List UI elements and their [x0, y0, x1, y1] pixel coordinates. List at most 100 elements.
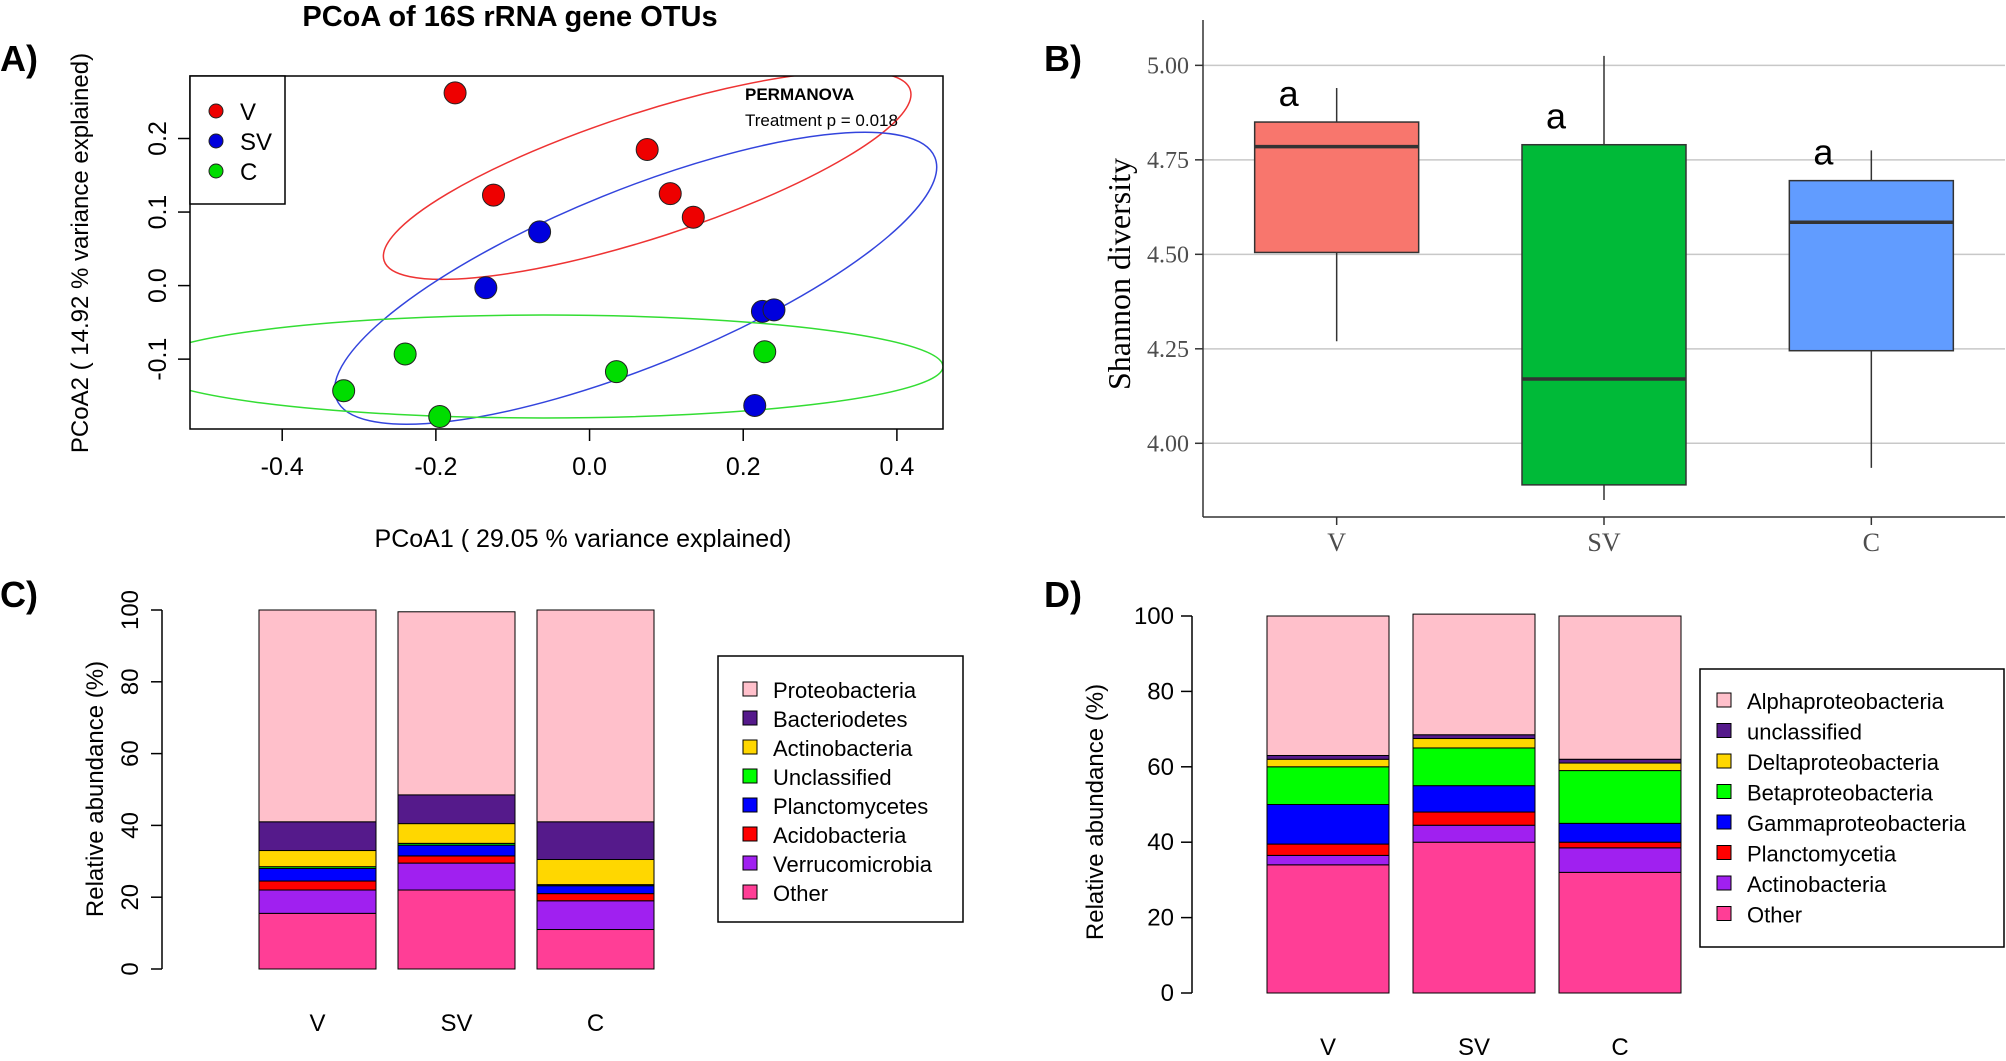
legend-swatch-other: [742, 884, 758, 900]
bar-segment-alphaproteobacteria: [1266, 615, 1390, 756]
y-tick-label: 0.1: [144, 195, 172, 230]
bar-group-c: [258, 609, 655, 970]
y-tick-label: 0.0: [144, 268, 172, 303]
legend-label-actinobacteria: Actinobacteria: [773, 736, 913, 761]
point-c: [604, 360, 628, 384]
bar-segment-betaproteobacteria: [1266, 766, 1390, 805]
x-tick-label: 0.0: [572, 453, 607, 481]
bar-segment-proteobacteria: [258, 609, 377, 823]
panel-a-label: A): [0, 38, 38, 79]
point-v: [681, 205, 705, 229]
legend-label-deltaproteobacteria: Deltaproteobacteria: [1747, 750, 1940, 775]
x-axis-c: V SV C: [309, 1010, 604, 1037]
point-group: [332, 81, 786, 428]
bar-segment-acidobacteria: [258, 880, 377, 891]
bar-segment-verrucomicrobia: [258, 889, 377, 914]
bar-segment-deltaproteobacteria: [1266, 758, 1390, 768]
legend-label-unclassified: Unclassified: [773, 765, 892, 790]
legend-label-sv: SV: [240, 129, 272, 156]
bar-segment-actinobacteria: [536, 859, 655, 886]
bar-segment-gammaproteobacteria: [1558, 822, 1682, 843]
bar-segment-acidobacteria: [536, 893, 655, 902]
legend-marker-sv: [208, 133, 224, 149]
bar-segment-alphaproteobacteria: [1412, 613, 1536, 736]
box-c: [1788, 179, 1955, 352]
bar-segment-alphaproteobacteria: [1558, 615, 1682, 760]
bar-segment-bacteriodetes: [536, 821, 655, 861]
legend-label-betaproteobacteria: Betaproteobacteria: [1747, 781, 1934, 806]
y-tick-label: 60: [1147, 754, 1174, 781]
x-tick-label: 0.4: [880, 453, 915, 481]
x-tick-label: SV: [1587, 528, 1620, 557]
bar-segment-other: [1412, 841, 1536, 994]
legend-swatch-alphaproteobacteria: [1716, 692, 1732, 708]
x-tick-label: -0.2: [414, 453, 457, 481]
legend-swatch-proteobacteria: [742, 681, 758, 697]
significance-letter: a: [1813, 132, 1834, 173]
box-sv: [1521, 143, 1687, 486]
panel-b-boxplot: B) a a a 4.00 4.25 4.50 4.75 5.00 V SV C Shannon…: [1044, 20, 2005, 557]
bar-segment-betaproteobacteria: [1558, 770, 1682, 824]
bar-segment-actinobacteria: [397, 823, 516, 844]
x-tick-label: C: [1863, 528, 1880, 557]
x-tick-label: -0.4: [261, 453, 304, 481]
bar-segment-unclassified: [1412, 734, 1536, 740]
y-tick-label: -0.1: [144, 338, 172, 381]
x-axis-label-a: PCoA1 ( 29.05 % variance explained): [375, 525, 792, 553]
legend-d: Alphaproteobacteria unclassified Deltaprot…: [1716, 689, 1967, 928]
y-axis-label-a: PCoA2 ( 14.92 % variance explained): [67, 53, 94, 453]
y-tick-label: 5.00: [1147, 53, 1189, 79]
legend-swatch-other: [1716, 906, 1732, 921]
bar-segment-actinobacteria: [1266, 854, 1390, 866]
bar-segment-gammaproteobacteria: [1412, 785, 1536, 813]
legend-swatch-unclassified: [742, 768, 758, 784]
y-tick-label: 4.50: [1147, 242, 1189, 268]
legend-swatch-verrucomicrobia: [742, 855, 758, 871]
legend-marker-c: [208, 163, 224, 179]
bar-segment-other: [258, 912, 377, 970]
y-tick-label: 4.25: [1147, 337, 1189, 363]
y-tick-label: 80: [117, 668, 144, 695]
y-tick-label: 4.00: [1147, 431, 1189, 457]
legend-swatch-acidobacteria: [742, 826, 758, 842]
y-axis-a: -0.1 0.0 0.1 0.2: [144, 121, 190, 381]
legend-a: V SV C: [208, 99, 272, 186]
significance-letter: a: [1279, 73, 1300, 114]
panel-a-title: PCoA of 16S rRNA gene OTUs: [302, 1, 717, 33]
y-axis-label-d: Relative abundance (%): [1082, 684, 1109, 940]
y-tick-label: 100: [117, 590, 144, 630]
panel-d-label: D): [1044, 574, 1082, 615]
point-c: [428, 404, 452, 428]
legend-marker-v: [208, 103, 224, 119]
point-c: [753, 340, 777, 364]
panel-b-label: B): [1044, 38, 1082, 79]
legend-label-bacteriodetes: Bacteriodetes: [773, 707, 908, 732]
legend-c: Proteobacteria Bacteriodetes Actinobacteri…: [742, 678, 933, 906]
point-sv: [743, 393, 767, 417]
legend-label-actinobacteria: Actinobacteria: [1747, 872, 1887, 897]
bar-group-d: [1266, 613, 1682, 994]
bar-segment-unclassified: [1266, 754, 1390, 760]
legend-label-proteobacteria: Proteobacteria: [773, 678, 917, 703]
permanova-text: Treatment p = 0.018: [745, 111, 898, 130]
legend-label-other: Other: [773, 881, 828, 906]
point-c: [393, 342, 417, 366]
legend-label-planctomycetia: Planctomycetia: [1747, 842, 1897, 867]
y-axis-c: 0 20 40 60 80 100: [117, 590, 163, 976]
point-v: [443, 81, 467, 105]
bar-segment-deltaproteobacteria: [1558, 762, 1682, 772]
panel-a-pcoa: A) PCoA of 16S rRNA gene OTUs -0.4 -0.2 0.…: [0, 1, 944, 553]
point-v: [658, 182, 682, 206]
significance-letter: a: [1546, 96, 1567, 137]
point-sv: [474, 276, 498, 300]
point-sv: [762, 298, 786, 322]
y-tick-label: 0: [1161, 980, 1174, 1007]
x-tick-label: 0.2: [726, 453, 761, 481]
bar-segment-other: [1558, 871, 1682, 994]
x-tick-label: SV: [1458, 1034, 1490, 1061]
bar-segment-deltaproteobacteria: [1412, 738, 1536, 749]
y-tick-label: 20: [117, 884, 144, 911]
x-tick-label: C: [1611, 1034, 1628, 1061]
bar-segment-verrucomicrobia: [536, 900, 655, 931]
